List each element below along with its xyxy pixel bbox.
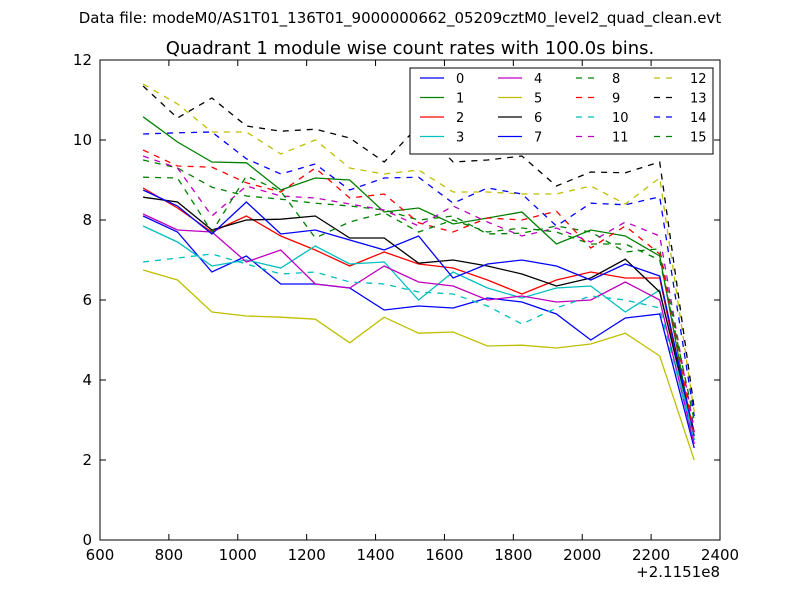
- x-tick-label: 1800: [494, 546, 532, 564]
- series-line-5: [142, 269, 695, 461]
- y-tick-label: 2: [82, 451, 92, 469]
- legend-label-2: 2: [456, 111, 464, 126]
- x-tick-label: 1200: [288, 546, 326, 564]
- legend-label-12: 12: [690, 72, 707, 87]
- x-tick-label: 2400: [701, 546, 739, 564]
- series-line-15: [143, 175, 695, 421]
- legend-label-1: 1: [456, 92, 464, 107]
- legend-label-10: 10: [612, 111, 629, 126]
- legend-label-6: 6: [534, 111, 542, 126]
- legend-label-0: 0: [456, 72, 464, 87]
- y-tick-label: 8: [82, 211, 92, 229]
- x-tick-label: 2000: [563, 546, 601, 564]
- series-line-9: [142, 149, 695, 437]
- series-line-4: [142, 213, 695, 445]
- y-tick-label: 4: [82, 371, 92, 389]
- legend-label-14: 14: [690, 111, 707, 126]
- chart-title: Quadrant 1 module wise count rates with …: [166, 38, 655, 59]
- series-line-6: [143, 196, 695, 433]
- x-tick-label: 800: [155, 546, 184, 564]
- legend-label-11: 11: [612, 131, 629, 146]
- x-tick-label: 600: [86, 546, 115, 564]
- legend-label-13: 13: [690, 92, 707, 107]
- series-line-1: [142, 116, 695, 441]
- legend-label-3: 3: [456, 131, 464, 146]
- series-line-7: [142, 189, 695, 437]
- legend-box: [409, 67, 714, 155]
- x-tick-label: 2200: [632, 546, 670, 564]
- y-tick-label: 0: [82, 531, 92, 549]
- x-tick-label: 1400: [356, 546, 394, 564]
- series-line-11: [142, 155, 695, 433]
- series-line-10: [143, 253, 695, 441]
- legend-label-9: 9: [612, 92, 620, 107]
- legend-label-5: 5: [534, 92, 542, 107]
- plot-area: [142, 83, 695, 461]
- series-line-14: [143, 131, 695, 417]
- y-tick-label: 10: [73, 131, 92, 149]
- legend-label-15: 15: [690, 131, 707, 146]
- series-line-0: [142, 215, 695, 449]
- y-tick-label: 12: [73, 51, 92, 69]
- legend-label-8: 8: [612, 72, 620, 87]
- axes: 600 800 1000 1200 1400 1600 1800 2000 2200 2400 0 2…: [73, 51, 739, 564]
- legend-label-7: 7: [534, 131, 542, 146]
- series-line-8: [142, 159, 695, 429]
- x-tick-label: 1000: [219, 546, 257, 564]
- legend-label-4: 4: [534, 72, 542, 87]
- y-tick-label: 6: [82, 291, 92, 309]
- x-axis-offset-label: +2.1151e8: [636, 563, 720, 581]
- x-tick-label: 1600: [425, 546, 463, 564]
- chart-suptitle: Data file: modeM0/AS1T01_136T01_90000006…: [79, 9, 722, 28]
